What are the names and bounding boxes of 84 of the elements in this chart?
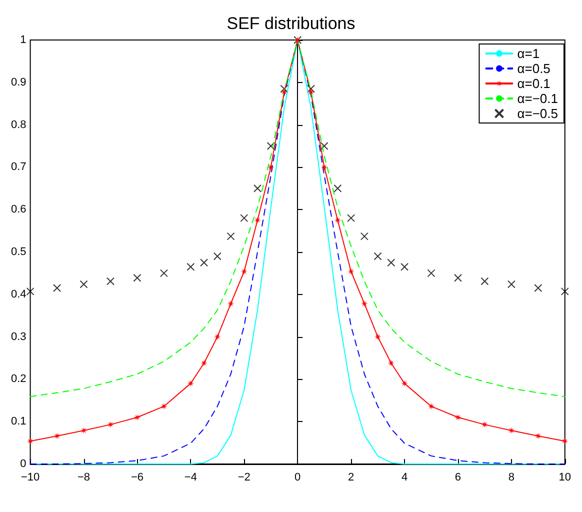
point xyxy=(80,280,88,288)
point xyxy=(160,269,168,278)
point xyxy=(428,402,435,410)
point xyxy=(320,142,328,150)
point xyxy=(306,84,315,93)
y-tick-label: 0.5 xyxy=(10,246,26,258)
point xyxy=(186,262,195,271)
x-tick-label: 0 xyxy=(294,472,301,484)
point xyxy=(160,402,168,410)
chart-title: SEF distributions xyxy=(226,14,356,33)
legend-label: α=0.1 xyxy=(517,76,550,91)
point xyxy=(454,274,462,282)
point xyxy=(534,432,542,440)
point xyxy=(280,88,288,96)
point xyxy=(481,421,488,428)
legend-label: α=−0.5 xyxy=(517,106,558,121)
point xyxy=(240,214,248,222)
point xyxy=(280,84,288,93)
point xyxy=(388,360,395,367)
point xyxy=(374,252,382,260)
point xyxy=(200,258,208,267)
point xyxy=(561,438,568,445)
y-tick-label: 0.8 xyxy=(10,118,26,131)
x-tick-label: −10 xyxy=(20,472,40,484)
point xyxy=(400,262,409,271)
y-tick-label: 0.9 xyxy=(10,76,26,88)
y-tick-label: 0 xyxy=(20,458,26,470)
point xyxy=(80,427,88,434)
point xyxy=(320,164,328,171)
x-tick-label: −4 xyxy=(184,472,197,484)
x-tick-label: 2 xyxy=(348,472,354,484)
point xyxy=(334,184,342,192)
y-tick-label: 0.6 xyxy=(10,204,26,216)
y-tick-label: 0.7 xyxy=(10,161,26,174)
x-tick-label: 4 xyxy=(401,472,408,484)
point xyxy=(454,414,462,421)
point xyxy=(200,360,208,367)
point xyxy=(360,300,368,308)
point xyxy=(480,277,489,286)
point xyxy=(560,287,569,296)
point xyxy=(348,268,355,276)
x-tick-label: −8 xyxy=(77,472,90,484)
point xyxy=(334,216,342,224)
point xyxy=(307,88,314,96)
point xyxy=(254,216,261,224)
legend-label: α=−0.1 xyxy=(517,91,558,106)
point xyxy=(106,421,114,428)
point xyxy=(347,214,356,222)
x-tick-label: 10 xyxy=(558,472,572,484)
point xyxy=(187,380,194,387)
legend-label: α=1 xyxy=(517,46,540,61)
y-tick-label: 0.4 xyxy=(10,288,26,300)
y-tick-label: 0.3 xyxy=(10,330,26,343)
point xyxy=(213,252,222,260)
point xyxy=(226,232,235,240)
point xyxy=(240,268,248,276)
x-tick-label: −6 xyxy=(130,472,144,484)
point xyxy=(360,232,368,240)
point xyxy=(253,184,262,192)
point xyxy=(267,164,274,171)
point xyxy=(374,333,382,340)
point xyxy=(266,142,275,150)
point xyxy=(534,284,542,292)
point xyxy=(227,300,234,308)
y-tick-label: 1 xyxy=(20,34,26,46)
point xyxy=(53,284,62,292)
legend-label: α=0.5 xyxy=(517,61,550,76)
x-tick-label: 8 xyxy=(508,472,514,484)
point xyxy=(507,280,516,288)
point xyxy=(508,427,515,434)
point xyxy=(401,380,408,387)
point xyxy=(133,274,142,282)
point xyxy=(26,438,34,445)
point xyxy=(427,269,436,278)
x-tick-label: −2 xyxy=(238,472,250,484)
point xyxy=(106,277,114,286)
point xyxy=(54,432,61,440)
point xyxy=(26,287,34,296)
point xyxy=(387,258,396,267)
y-tick-label: 0.1 xyxy=(10,416,26,428)
point xyxy=(134,414,141,421)
y-tick-label: 0.2 xyxy=(10,373,26,386)
point xyxy=(214,333,221,340)
x-tick-label: 6 xyxy=(454,472,462,484)
